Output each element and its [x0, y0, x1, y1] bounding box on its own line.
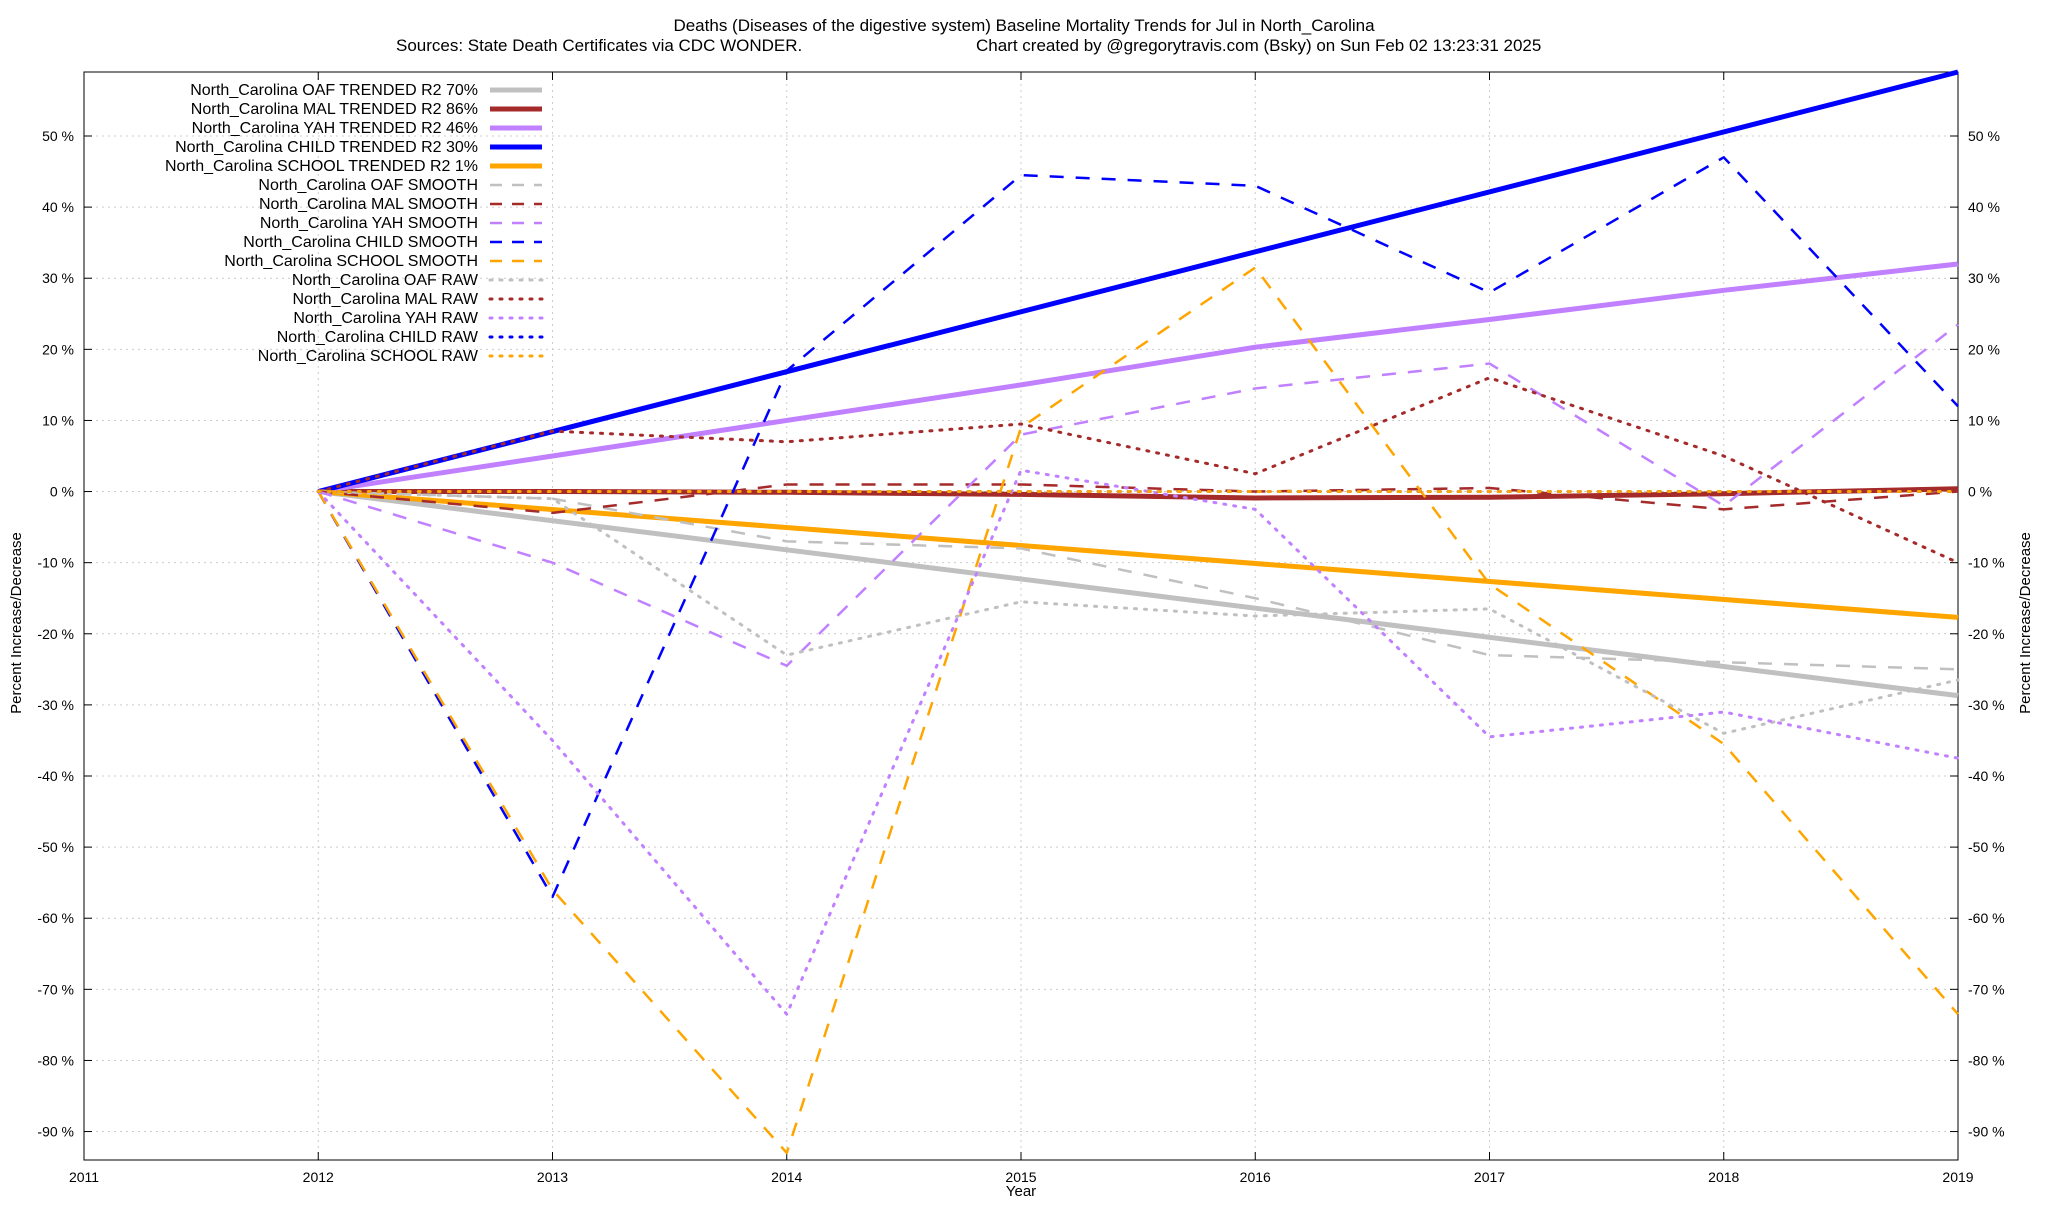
y-tick-label-right: -70 %	[1968, 981, 2005, 997]
y-tick-label-left: -40 %	[37, 768, 74, 784]
x-tick-label: 2012	[303, 1169, 334, 1185]
legend-label-8: North_Carolina CHILD SMOOTH	[243, 234, 478, 251]
x-tick-label: 2019	[1942, 1169, 1973, 1185]
y-tick-label-right: -90 %	[1968, 1124, 2005, 1140]
legend-label-12: North_Carolina YAH RAW	[293, 310, 479, 327]
y-tick-label-left: -60 %	[37, 910, 74, 926]
y-tick-label-right: 20 %	[1968, 341, 2000, 357]
y-tick-label-right: -60 %	[1968, 910, 2005, 926]
y-tick-label-left: 10 %	[42, 412, 74, 428]
y-axis-label-left: Percent Increase/Decrease	[8, 532, 25, 714]
legend-label-13: North_Carolina CHILD RAW	[277, 329, 479, 346]
series-line-0	[317, 489, 1959, 699]
y-tick-label-right: 40 %	[1968, 199, 2000, 215]
legend-label-5: North_Carolina OAF SMOOTH	[258, 177, 478, 194]
y-tick-label-left: -80 %	[37, 1052, 74, 1068]
y-tick-label-right: -50 %	[1968, 839, 2005, 855]
legend-label-10: North_Carolina OAF RAW	[292, 272, 479, 289]
series-line-8	[317, 156, 1959, 899]
legend-label-1: North_Carolina MAL TRENDED R2 86%	[191, 101, 478, 118]
y-tick-label-right: -80 %	[1968, 1052, 2005, 1068]
legend-label-11: North_Carolina MAL RAW	[292, 291, 478, 308]
x-tick-label: 2016	[1240, 1169, 1271, 1185]
series-line-11	[316, 376, 1960, 565]
series-line-9	[317, 266, 1959, 1155]
legend-label-6: North_Carolina MAL SMOOTH	[259, 196, 478, 213]
chart-subtitle-right: Chart created by @gregorytravis.com (Bsk…	[976, 36, 1541, 55]
legend-label-4: North_Carolina SCHOOL TRENDED R2 1%	[165, 158, 478, 175]
y-axis-label-right: Percent Increase/Decrease	[2017, 532, 2034, 714]
legend-label-7: North_Carolina YAH SMOOTH	[260, 215, 478, 232]
y-tick-label-left: -70 %	[37, 981, 74, 997]
chart-subtitle-left: Sources: State Death Certificates via CD…	[396, 36, 802, 55]
y-tick-label-left: 40 %	[42, 199, 74, 215]
series-line-4	[318, 489, 1959, 620]
y-tick-label-left: -50 %	[37, 839, 74, 855]
legend-label-9: North_Carolina SCHOOL SMOOTH	[224, 253, 478, 270]
y-tick-label-left: -20 %	[37, 626, 74, 642]
x-tick-label: 2014	[771, 1169, 802, 1185]
x-axis-label: Year	[1006, 1183, 1036, 1200]
series-group	[316, 69, 1960, 1155]
legend-label-14: North_Carolina SCHOOL RAW	[258, 348, 479, 365]
series-line-7	[317, 323, 1959, 668]
y-tick-label-left: 30 %	[42, 270, 74, 286]
x-tick-label: 2018	[1708, 1169, 1739, 1185]
series-line-2	[317, 261, 1959, 495]
x-tick-label: 2011	[69, 1169, 99, 1185]
y-tick-label-left: 20 %	[42, 341, 74, 357]
legend-label-0: North_Carolina OAF TRENDED R2 70%	[190, 82, 478, 99]
y-tick-label-right: 30 %	[1968, 270, 2000, 286]
chart-title: Deaths (Diseases of the digestive system…	[673, 16, 1375, 35]
y-tick-label-left: -90 %	[37, 1124, 74, 1140]
x-tick-label: 2013	[537, 1169, 568, 1185]
y-tick-label-left: 50 %	[42, 128, 74, 144]
y-tick-label-right: 10 %	[1968, 412, 2000, 428]
y-tick-label-left: 0 %	[50, 484, 74, 500]
series-line-3	[317, 69, 1959, 494]
y-tick-label-left: -10 %	[37, 555, 74, 571]
y-tick-label-left: -30 %	[37, 697, 74, 713]
y-tick-label-right: -40 %	[1968, 768, 2005, 784]
legend-label-2: North_Carolina YAH TRENDED R2 46%	[192, 120, 478, 137]
y-tick-label-right: 0 %	[1968, 484, 1992, 500]
series-line-5	[318, 490, 1959, 671]
series-line-12	[316, 468, 1960, 1016]
y-tick-label-right: -20 %	[1968, 626, 2005, 642]
series-line-10	[316, 490, 1960, 735]
y-tick-label-right: -10 %	[1968, 555, 2005, 571]
y-tick-label-right: -30 %	[1968, 697, 2005, 713]
y-tick-label-right: 50 %	[1968, 128, 2000, 144]
x-tick-label: 2015	[1005, 1169, 1036, 1185]
legend-label-3: North_Carolina CHILD TRENDED R2 30%	[175, 139, 478, 156]
x-tick-label: 2017	[1474, 1169, 1505, 1185]
legend: North_Carolina OAF TRENDED R2 70% North_C…	[165, 82, 544, 365]
